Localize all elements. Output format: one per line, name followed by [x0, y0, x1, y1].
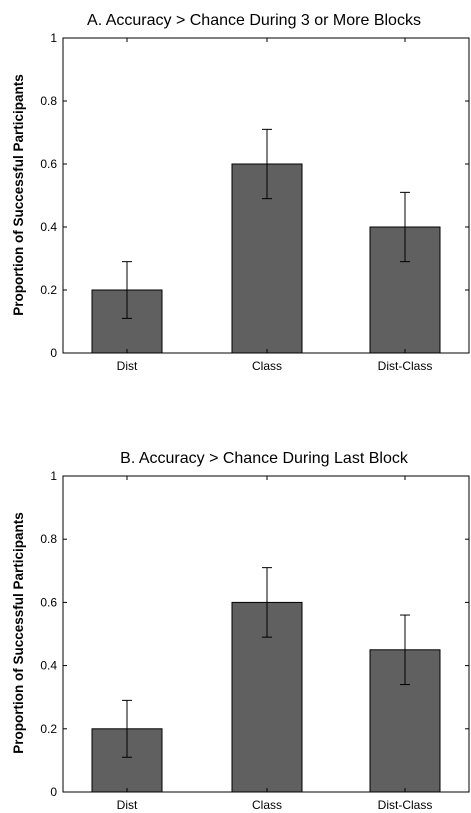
y-tick-label: 1	[50, 469, 57, 483]
chart-panel-a: A. Accuracy > Chance During 3 or More Bl…	[11, 12, 470, 373]
x-tick-label: Dist	[117, 798, 138, 812]
x-tick-label: Dist	[117, 359, 138, 373]
x-tick-label: Dist-Class	[378, 798, 433, 812]
y-tick-label: 1	[50, 31, 57, 45]
chart-panel-b: B. Accuracy > Chance During Last Block P…	[11, 450, 470, 812]
y-axis-label: Proportion of Successful Participants	[11, 512, 26, 754]
x-tick-label: Class	[252, 798, 282, 812]
chart-title: B. Accuracy > Chance During Last Block	[120, 450, 409, 467]
y-tick-label: 0.4	[40, 659, 57, 673]
y-tick-label: 0.6	[40, 157, 57, 171]
chart-title: A. Accuracy > Chance During 3 or More Bl…	[87, 12, 421, 29]
y-tick-label: 0.4	[40, 220, 57, 234]
y-tick-label: 0.2	[40, 722, 57, 736]
axes-box	[62, 475, 470, 793]
y-tick-label: 0	[50, 785, 57, 799]
plot-area: 0 0.2 0.4 0.6 0.8 1 Dist Class Dist-Class	[40, 31, 470, 373]
y-tick-label: 0	[50, 346, 57, 360]
x-tick-label: Dist-Class	[378, 359, 433, 373]
y-tick-label: 0.8	[40, 532, 57, 546]
y-tick-label: 0.6	[40, 595, 57, 609]
plot-area: 0 0.2 0.4 0.6 0.8 1 Dist Class Dist-Class	[40, 469, 470, 812]
y-axis-label: Proportion of Successful Participants	[11, 74, 26, 316]
y-tick-label: 0.2	[40, 283, 57, 297]
y-tick-label: 0.8	[40, 94, 57, 108]
x-tick-label: Class	[252, 359, 282, 373]
axes-box	[62, 37, 470, 354]
